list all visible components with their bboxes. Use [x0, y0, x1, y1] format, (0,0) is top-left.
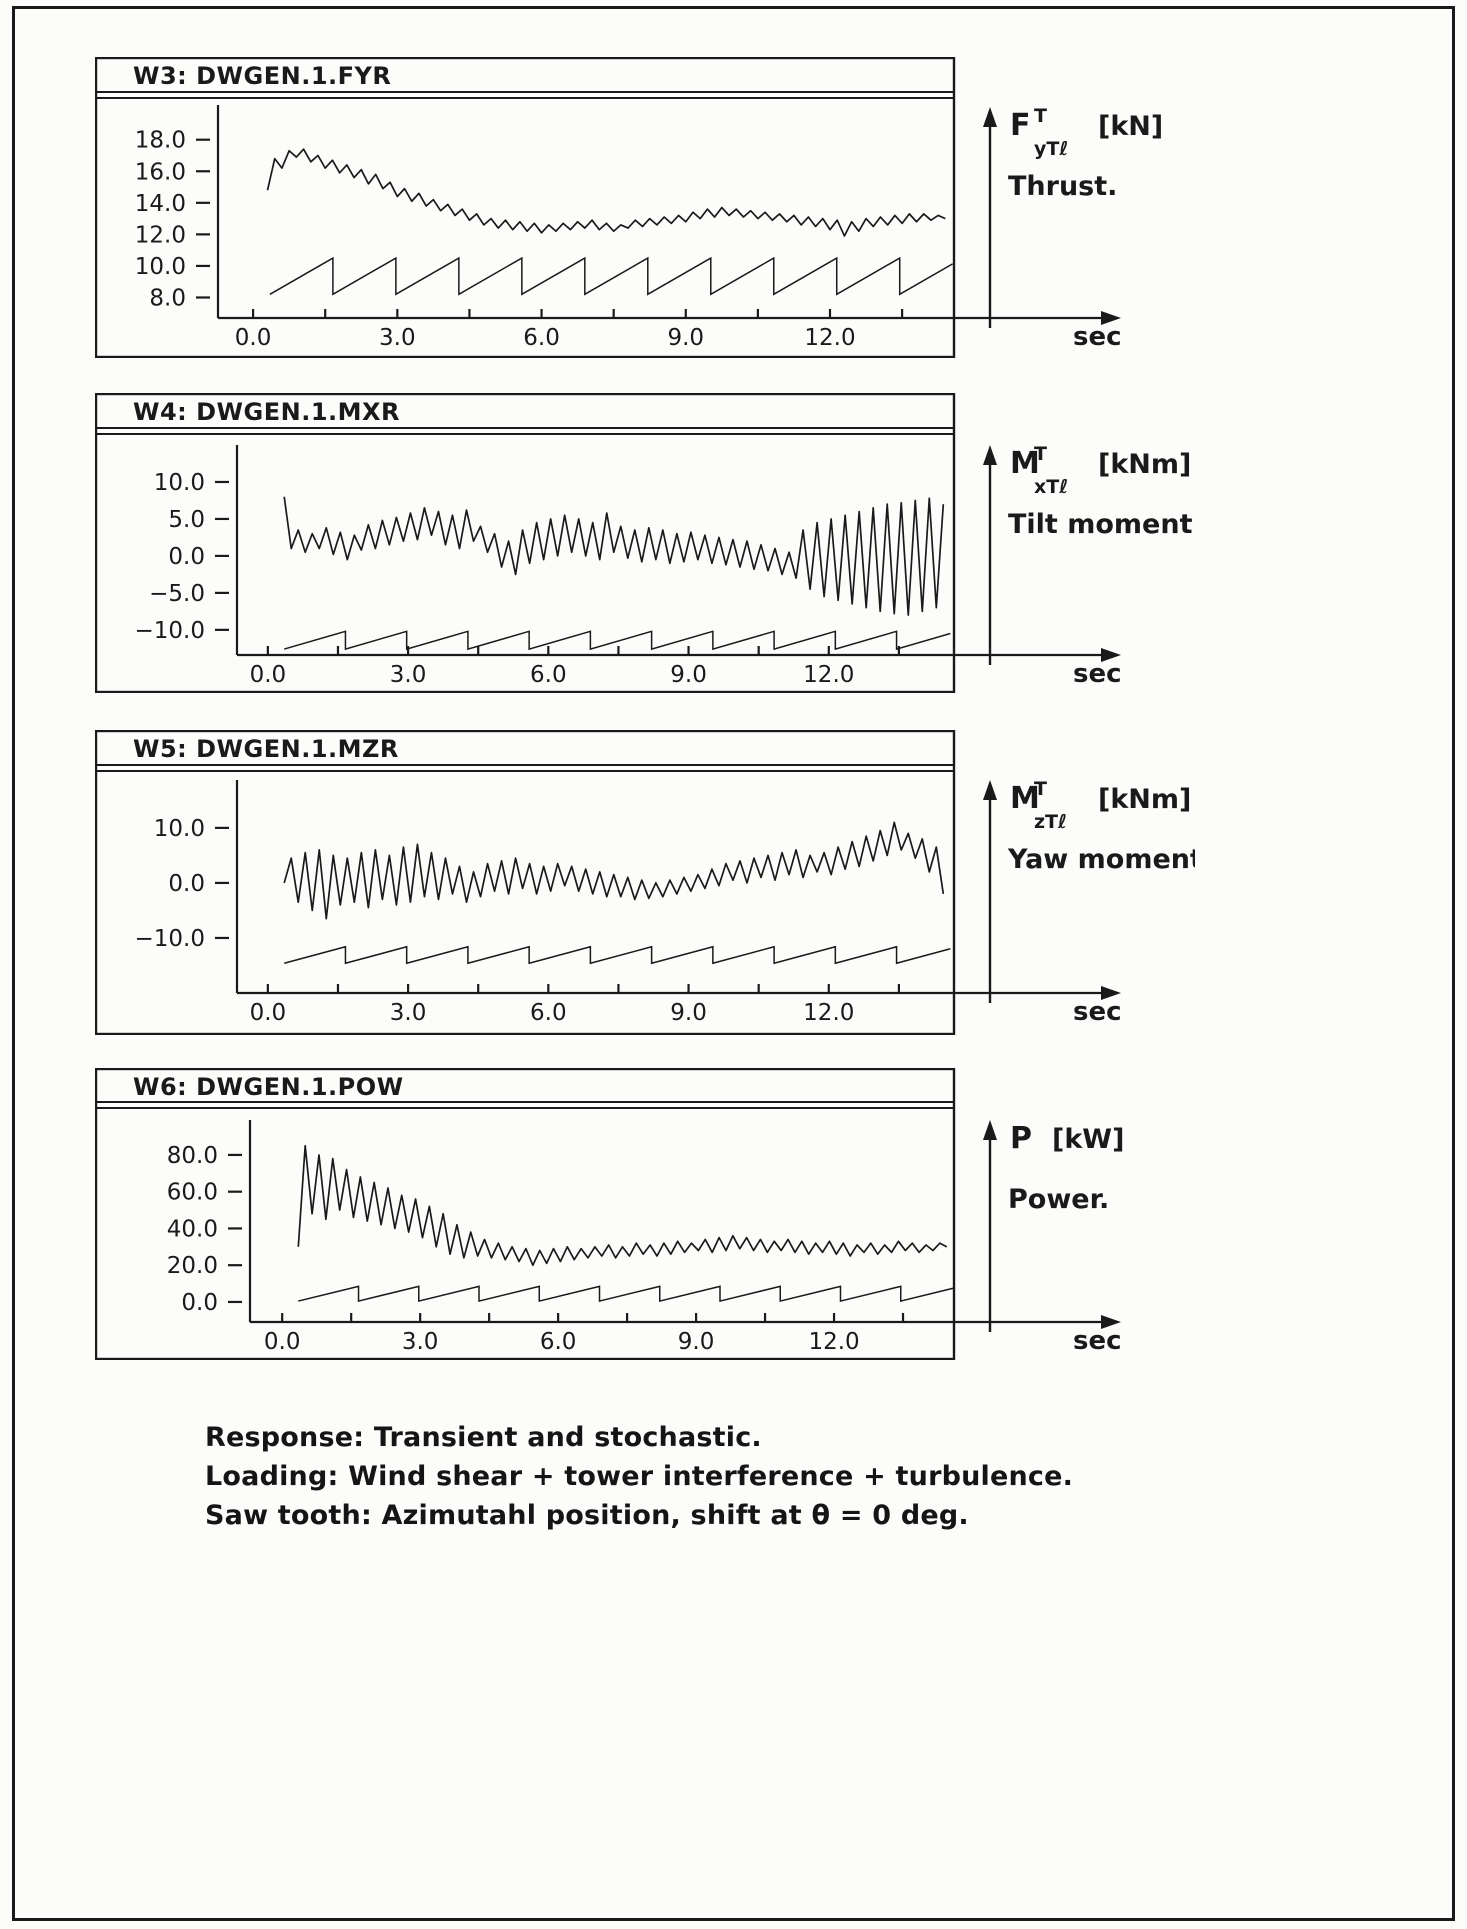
y-axis-description-label: Yaw moment. — [1007, 844, 1195, 875]
chart-title: W4: DWGEN.1.MXR — [133, 398, 400, 426]
x-tick-label: 0.0 — [250, 1000, 287, 1026]
x-axis-unit-label: sec — [1073, 659, 1122, 689]
y-tick-label: 12.0 — [135, 222, 186, 248]
x-tick-label: 9.0 — [678, 1329, 715, 1355]
y-tick-label: 60.0 — [167, 1180, 218, 1206]
caption-response: Response: Transient and stochastic. — [205, 1422, 762, 1453]
chart-title: W5: DWGEN.1.MZR — [133, 735, 399, 763]
chart-w6-power: W6: DWGEN.1.POW sec 80.0 60.0 40.0 20.0 0.0 0.0… — [95, 1068, 1124, 1360]
y-tick-label: 10.0 — [154, 816, 205, 842]
x-tick-label: 12.0 — [804, 325, 855, 351]
x-tick-label: 3.0 — [402, 1329, 439, 1355]
y-tick-label: 80.0 — [167, 1143, 218, 1169]
x-axis-unit-label: sec — [1073, 1326, 1122, 1356]
sawtooth-azimuth-series — [284, 630, 951, 651]
y-tick-label: 0.0 — [168, 544, 205, 570]
x-tick-label: 3.0 — [379, 325, 416, 351]
x-axis-unit-label: sec — [1073, 322, 1122, 352]
x-tick-label: 12.0 — [803, 662, 854, 688]
y-axis-quantity-label: MT xTℓ[kNm] — [1010, 443, 1191, 498]
y-tick-label: 20.0 — [167, 1253, 218, 1279]
y-axis-description-label: Thrust. — [1008, 171, 1117, 202]
response-signal-series — [283, 496, 945, 616]
x-tick-label: 3.0 — [390, 662, 427, 688]
x-tick-label: 6.0 — [523, 325, 560, 351]
y-tick-label: 40.0 — [167, 1216, 218, 1242]
y-tick-label: 10.0 — [154, 470, 205, 496]
y-tick-label: 10.0 — [135, 254, 186, 280]
x-tick-label: 9.0 — [670, 662, 707, 688]
x-tick-label: 9.0 — [667, 325, 704, 351]
chart-w3-thrust: W3: DWGEN.1.FYR sec 18.0 16.0 14.0 12.0 10.0 8.… — [95, 57, 1163, 358]
y-tick-label: 0.0 — [168, 871, 205, 897]
y-axis-quantity-label: MT zTℓ[kNm] — [1010, 778, 1191, 833]
y-tick-label: 5.0 — [168, 507, 205, 533]
x-tick-label: 9.0 — [670, 1000, 707, 1026]
x-tick-label: 0.0 — [250, 662, 287, 688]
x-tick-label: 6.0 — [530, 1000, 567, 1026]
caption-loading: Loading: Wind shear + tower interference… — [205, 1461, 1074, 1492]
y-tick-label: −10.0 — [135, 926, 205, 952]
chart-title: W6: DWGEN.1.POW — [133, 1073, 404, 1101]
y-tick-label: 8.0 — [149, 285, 186, 311]
x-tick-label: 3.0 — [390, 1000, 427, 1026]
y-tick-label: −5.0 — [149, 581, 205, 607]
x-tick-label: 0.0 — [264, 1329, 301, 1355]
panel-w4-tilt-moment: W4: DWGEN.1.MXR sec 10.0 5.0 0.0 −5.0 −10.0 0.0… — [95, 393, 1195, 693]
y-tick-label: 0.0 — [181, 1290, 218, 1316]
y-tick-label: 18.0 — [135, 128, 186, 154]
y-tick-label: 16.0 — [135, 159, 186, 185]
y-axis-description-label: Power. — [1008, 1184, 1109, 1215]
x-tick-label: 12.0 — [803, 1000, 854, 1026]
panel-w3-thrust: W3: DWGEN.1.FYR sec 18.0 16.0 14.0 12.0 10.0 8.… — [95, 57, 1195, 358]
sawtooth-azimuth-series — [284, 945, 951, 965]
x-axis-unit-label: sec — [1073, 997, 1122, 1027]
chart-title: W3: DWGEN.1.FYR — [133, 62, 391, 90]
sawtooth-azimuth-series — [298, 1285, 954, 1303]
panel-w5-yaw-moment: W5: DWGEN.1.MZR sec 10.0 0.0 −10.0 0.0 3.0 6.0 9… — [95, 730, 1195, 1035]
x-tick-label: 12.0 — [808, 1329, 859, 1355]
chart-w4-tilt-moment: W4: DWGEN.1.MXR sec 10.0 5.0 0.0 −5.0 −10.0 0.0… — [95, 393, 1195, 693]
y-tick-label: 14.0 — [135, 191, 186, 217]
x-tick-label: 6.0 — [540, 1329, 577, 1355]
caption-sawtooth: Saw tooth: Azimutahl position, shift at … — [205, 1500, 969, 1531]
y-tick-label: −10.0 — [135, 618, 205, 644]
sawtooth-azimuth-series — [269, 256, 953, 296]
caption-block: Response: Transient and stochastic. Load… — [205, 1418, 1073, 1535]
response-signal-series — [297, 1144, 948, 1267]
y-axis-quantity-label: P [kW] — [1010, 1121, 1124, 1156]
chart-w5-yaw-moment: W5: DWGEN.1.MZR sec 10.0 0.0 −10.0 0.0 3.0 6.0 9… — [95, 730, 1195, 1035]
x-tick-label: 0.0 — [235, 325, 272, 351]
response-signal-series — [266, 148, 946, 237]
page-border — [12, 6, 1455, 1921]
x-tick-label: 6.0 — [530, 662, 567, 688]
y-axis-description-label: Tilt moment. — [1008, 509, 1195, 540]
panel-w6-power: W6: DWGEN.1.POW sec 80.0 60.0 40.0 20.0 0.0 0.0… — [95, 1068, 1195, 1360]
response-signal-series — [283, 821, 945, 920]
